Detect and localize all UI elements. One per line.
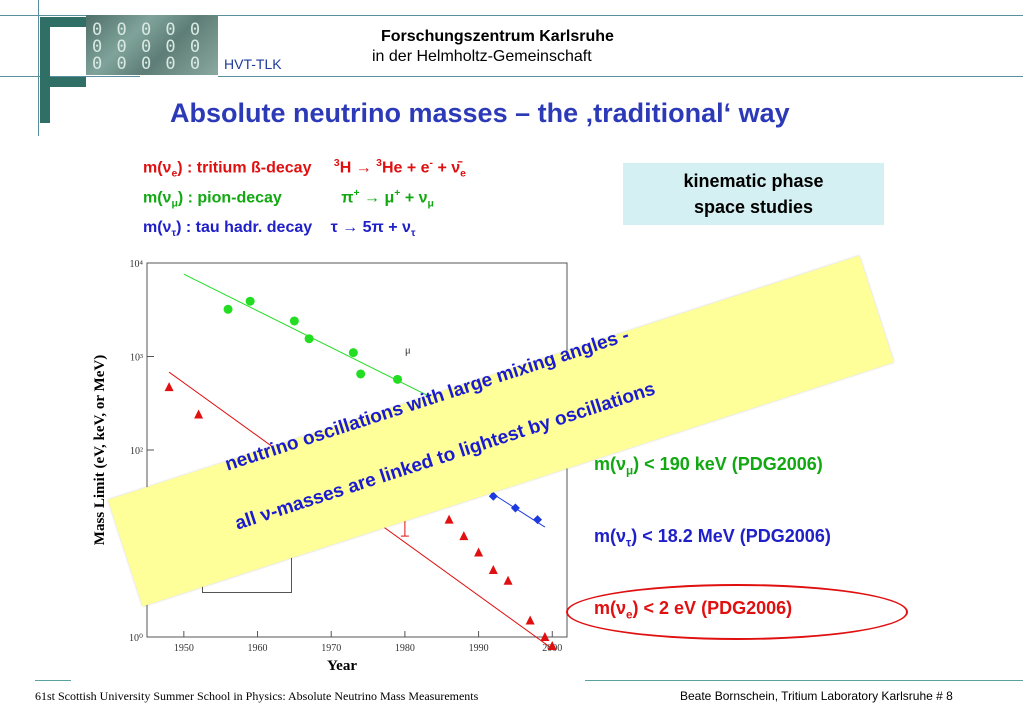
header-photo-overlay: 0 0 0 0 0 0 0 0 0 0 0 0 0 0 0 [92,20,203,74]
method-tritium: m(νe) : tritium ß-decay 3H → 3He + e- + … [143,158,466,180]
data-point [289,316,299,326]
limit-nutau: m(ντ) < 18.2 MeV (PDG2006) [594,526,831,550]
x-tick-label: 1970 [321,643,341,654]
department-label: HVT-TLK [224,56,282,72]
data-point [348,348,358,358]
footer-rule-left [35,680,71,681]
nue-highlight-ellipse [566,584,908,640]
y-tick-label: 10⁰ [129,633,143,644]
data-point [304,334,314,344]
institution-subtitle: in der Helmholtz-Gemeinschaft [372,48,592,65]
header-photo [86,15,218,75]
data-point [533,515,543,525]
method-pion: m(νμ) : pion-decay π+ → μ+ + νμ [143,188,434,210]
kinematic-box: kinematic phase space studies [623,163,884,225]
y-tick-label: 10² [130,446,143,457]
institution-name: Forschungszentrum Karlsruhe [381,28,614,45]
footer-left: 61st Scottish University Summer School i… [35,689,479,703]
data-point [488,565,498,575]
header-mid-rule [0,76,140,77]
x-tick-label: 1990 [469,643,489,654]
data-point [503,575,513,585]
annotation-mu: μ [405,345,411,357]
data-point [488,491,498,501]
x-axis-title: Year [327,658,357,674]
y-tick-label: 10³ [130,353,143,364]
method-tau: m(ντ) : tau hadr. decay τ → 5π + ντ [143,219,416,240]
data-point [356,369,366,379]
footer-right: Beate Bornschein, Tritium Laboratory Kar… [680,689,953,703]
data-point [164,382,174,392]
x-tick-label: 1950 [174,643,194,654]
x-tick-label: 1980 [395,643,415,654]
data-point [525,615,535,625]
x-tick-label: 1960 [248,643,268,654]
data-point [393,374,403,384]
footer-rule-right [585,680,1023,681]
data-point [245,296,255,306]
data-point [474,547,484,557]
header-top-rule [0,15,1023,16]
y-axis-title: Mass Limit (eV, keV, or MeV) [92,355,108,545]
data-point [459,531,469,541]
kinematic-box-line2: space studies [693,197,814,217]
data-point [194,409,204,419]
slide-title: Absolute neutrino masses – the ‚traditio… [170,98,790,128]
kinematic-box-line1: kinematic phase [683,171,824,191]
data-point [223,304,233,314]
data-point [540,632,550,641]
limit-numu: m(νμ) < 190 keV (PDG2006) [594,454,823,478]
header-right-rule [218,76,1023,77]
y-tick-label: 10⁴ [130,259,144,270]
logo-vline [38,0,39,136]
data-point [444,514,454,524]
data-point [547,641,557,651]
